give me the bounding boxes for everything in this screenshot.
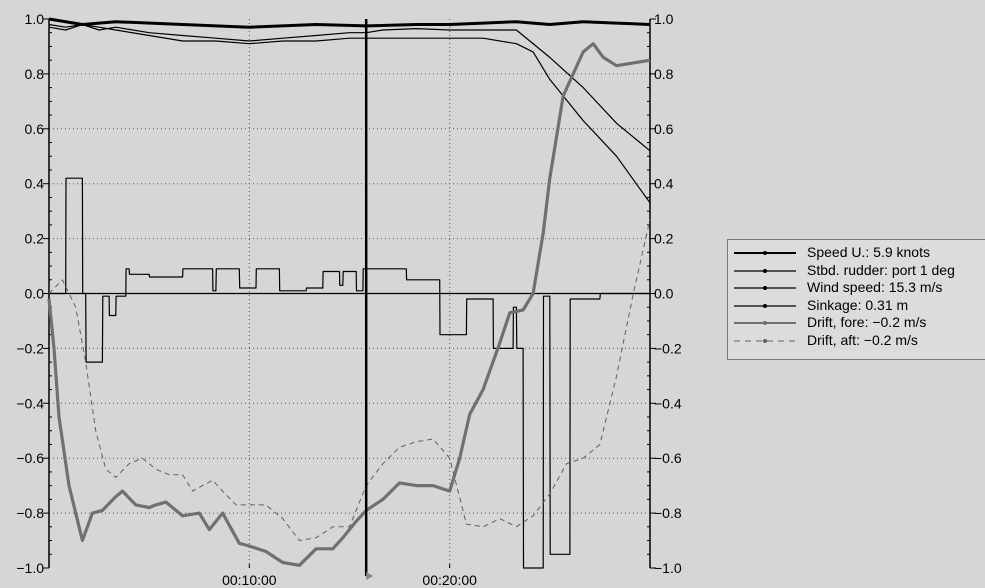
series-line-1 bbox=[48, 17, 651, 29]
legend-item: Wind speed: 15.3 m/s bbox=[728, 279, 985, 297]
y-tick-label-left: 0.8 bbox=[25, 66, 45, 82]
y-tick-label-right: 0.6 bbox=[654, 121, 674, 137]
legend-swatch-icon bbox=[734, 251, 796, 255]
y-tick-label-left: 0.2 bbox=[25, 231, 45, 247]
legend-label: Sinkage: 0.31 m bbox=[807, 296, 909, 313]
time-cursor[interactable] bbox=[364, 19, 374, 580]
x-tick-label: 00:20:00 bbox=[422, 572, 477, 588]
series-line-4 bbox=[48, 23, 651, 204]
series-layer bbox=[47, 17, 651, 569]
y-tick-label-left: −0.2 bbox=[16, 340, 44, 356]
legend-item: Sinkage: 0.31 m bbox=[728, 297, 985, 315]
y-tick-label-right: 0.2 bbox=[654, 231, 674, 247]
legend-label: Wind speed: 15.3 m/s bbox=[807, 279, 943, 295]
legend-label: Speed U.: 5.9 knots bbox=[807, 244, 930, 260]
legend-label: Stbd. rudder: port 1 deg bbox=[807, 261, 955, 278]
legend-label: Drift, fore: −0.2 m/s bbox=[807, 314, 927, 330]
y-tick-label-left: −0.8 bbox=[16, 505, 44, 521]
y-tick-label-right: 0.8 bbox=[654, 66, 674, 82]
y-tick-label-right: 0.0 bbox=[654, 286, 674, 302]
series-line-2 bbox=[49, 177, 650, 569]
legend: Speed U.: 5.9 knots Stbd. rudder: port 1 … bbox=[727, 239, 985, 360]
y-tick-label-left: −0.6 bbox=[16, 450, 44, 466]
y-tick-label-right: −0.8 bbox=[654, 505, 682, 521]
legend-swatch-icon bbox=[734, 268, 796, 273]
cursor-handle-icon[interactable] bbox=[366, 572, 374, 580]
legend-label: Drift, aft: −0.2 m/s bbox=[807, 331, 918, 348]
y-tick-label-left: 0.4 bbox=[25, 176, 45, 192]
legend-swatch-icon bbox=[734, 303, 796, 308]
series-line-5 bbox=[47, 42, 651, 567]
legend-item: Speed U.: 5.9 knots bbox=[728, 244, 985, 262]
legend-swatch-icon bbox=[734, 338, 796, 343]
axes: 1.0 1.0 0.8 0.8 0.6 0.6 0.4 0.4 0.2 0.2 0.0 0.0 −0.2… bbox=[16, 11, 681, 588]
y-tick-label-right: −0.6 bbox=[654, 450, 682, 466]
x-tick-label: 00:10:00 bbox=[222, 572, 277, 588]
legend-swatch-icon bbox=[734, 321, 796, 325]
legend-item: Drift, fore: −0.2 m/s bbox=[728, 314, 985, 332]
legend-swatch-icon bbox=[734, 286, 796, 290]
y-tick-label-right: −1.0 bbox=[654, 560, 682, 576]
y-tick-label-right: 0.4 bbox=[654, 176, 674, 192]
legend-item: Stbd. rudder: port 1 deg bbox=[728, 262, 985, 280]
y-tick-label-left: −1.0 bbox=[16, 560, 44, 576]
legend-item: Drift, aft: −0.2 m/s bbox=[728, 332, 985, 350]
y-tick-label-left: 1.0 bbox=[25, 11, 45, 27]
y-tick-label-left: −0.4 bbox=[16, 395, 44, 411]
y-tick-label-right: 1.0 bbox=[654, 11, 674, 27]
series-line-6 bbox=[48, 219, 651, 541]
y-tick-label-left: 0.0 bbox=[25, 286, 45, 302]
y-tick-label-right: −0.4 bbox=[654, 395, 682, 411]
y-tick-label-left: 0.6 bbox=[25, 121, 45, 137]
y-tick-label-right: −0.2 bbox=[654, 340, 682, 356]
